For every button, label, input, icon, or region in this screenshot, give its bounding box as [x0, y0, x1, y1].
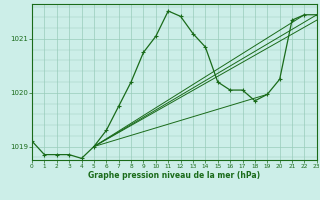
X-axis label: Graphe pression niveau de la mer (hPa): Graphe pression niveau de la mer (hPa)	[88, 171, 260, 180]
